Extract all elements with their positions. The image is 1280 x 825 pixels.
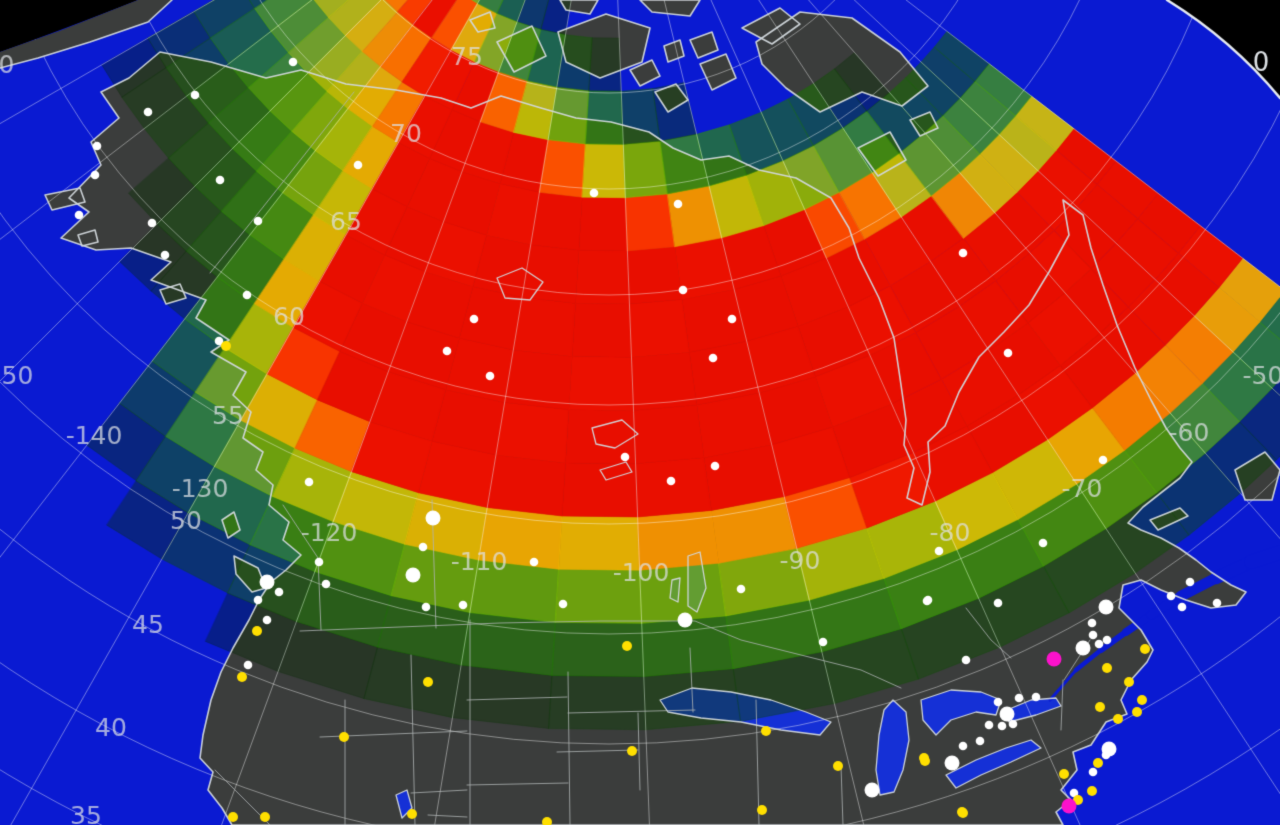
- aurora-forecast-map: [0, 0, 1280, 825]
- aurora-map-canvas[interactable]: [0, 0, 1280, 825]
